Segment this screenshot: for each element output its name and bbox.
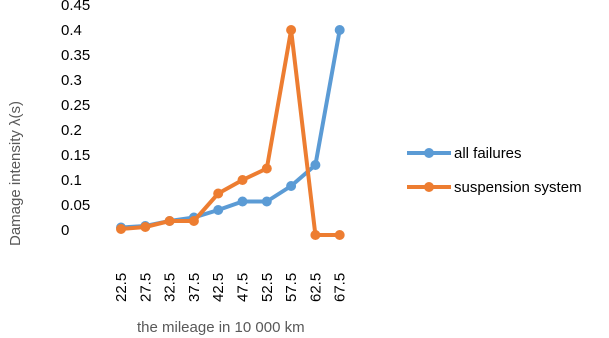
y-tick-label: 0.35 bbox=[61, 47, 90, 64]
legend-item: all failures bbox=[407, 145, 522, 162]
data-point bbox=[140, 222, 151, 232]
legend-swatch-marker bbox=[424, 148, 434, 158]
x-axis-ticks: 22.5 27.5 32.5 37.5 42.5 47.5 52.5 57.5 62.5 67.5 bbox=[113, 273, 349, 302]
x-tick-label: 52.5 bbox=[259, 273, 276, 302]
data-point bbox=[286, 25, 297, 35]
data-point bbox=[237, 175, 248, 185]
y-tick-label: 0.2 bbox=[61, 122, 82, 139]
y-tick-label: 0.3 bbox=[61, 72, 82, 89]
x-tick-label: 37.5 bbox=[186, 273, 203, 302]
legend-label: all failures bbox=[454, 145, 522, 162]
x-axis-title: the mileage in 10 000 km bbox=[137, 319, 305, 336]
y-axis-title: Damage intensity λ(s) bbox=[7, 101, 24, 246]
y-tick-label: 0.1 bbox=[61, 172, 82, 189]
y-tick-label: 0 bbox=[61, 222, 69, 239]
y-tick-label: 0.45 bbox=[61, 0, 90, 14]
x-tick-label: 27.5 bbox=[137, 273, 154, 302]
y-tick-label: 0.05 bbox=[61, 197, 90, 214]
legend-item: suspension system bbox=[407, 179, 582, 196]
data-point bbox=[334, 25, 345, 35]
x-tick-label: 32.5 bbox=[162, 273, 179, 302]
x-tick-label: 42.5 bbox=[210, 273, 227, 302]
data-point bbox=[286, 181, 297, 191]
data-point bbox=[261, 196, 272, 207]
series-line bbox=[119, 28, 342, 237]
legend: all failures suspension system bbox=[407, 145, 582, 196]
data-point bbox=[237, 196, 248, 207]
x-tick-label: 47.5 bbox=[235, 273, 252, 302]
x-tick-label: 62.5 bbox=[307, 273, 324, 302]
data-point bbox=[334, 230, 345, 240]
data-point bbox=[310, 230, 321, 240]
legend-label: suspension system bbox=[454, 179, 582, 196]
y-axis-ticks: 0 0.05 0.1 0.15 0.2 0.25 0.3 0.35 0.4 0.45 bbox=[61, 0, 90, 239]
plot-series bbox=[116, 25, 345, 240]
series-suspension-system bbox=[116, 25, 345, 240]
data-point bbox=[116, 224, 126, 234]
y-tick-label: 0.25 bbox=[61, 97, 90, 114]
legend-swatch-marker bbox=[424, 182, 434, 192]
y-tick-label: 0.15 bbox=[61, 147, 90, 164]
y-tick-label: 0.4 bbox=[61, 22, 82, 39]
x-tick-label: 67.5 bbox=[332, 273, 349, 302]
data-point bbox=[213, 188, 224, 199]
x-tick-label: 22.5 bbox=[113, 273, 130, 302]
x-tick-label: 57.5 bbox=[283, 273, 300, 302]
data-point bbox=[310, 160, 321, 170]
series-line bbox=[119, 28, 342, 230]
data-point bbox=[261, 163, 272, 174]
data-point bbox=[164, 216, 175, 226]
data-point bbox=[213, 205, 224, 215]
data-point bbox=[188, 216, 199, 226]
